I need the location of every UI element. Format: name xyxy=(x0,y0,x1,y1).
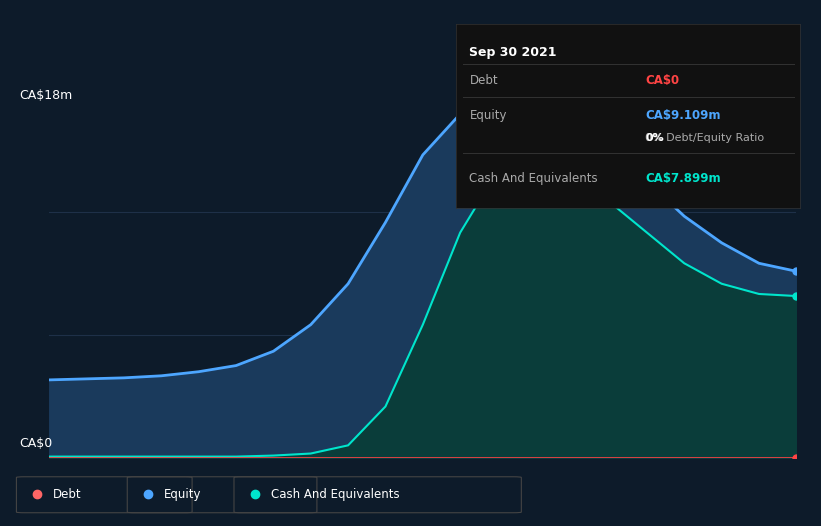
Text: CA$0: CA$0 xyxy=(645,74,680,87)
Text: Cash And Equivalents: Cash And Equivalents xyxy=(470,172,598,185)
Text: CA$7.899m: CA$7.899m xyxy=(645,172,721,185)
Text: CA$0: CA$0 xyxy=(20,437,53,450)
Text: 0% Debt/Equity Ratio: 0% Debt/Equity Ratio xyxy=(645,133,764,143)
Text: CA$18m: CA$18m xyxy=(20,89,72,103)
Text: Debt: Debt xyxy=(53,488,82,501)
Text: 2021: 2021 xyxy=(470,480,502,493)
Text: 0%: 0% xyxy=(645,133,664,143)
Text: Sep 30 2021: Sep 30 2021 xyxy=(470,46,557,59)
Text: Equity: Equity xyxy=(470,109,507,122)
Text: 2020: 2020 xyxy=(49,480,81,493)
Text: Debt: Debt xyxy=(470,74,498,87)
Text: CA$9.109m: CA$9.109m xyxy=(645,109,721,122)
Text: Equity: Equity xyxy=(164,488,202,501)
Text: Cash And Equivalents: Cash And Equivalents xyxy=(271,488,400,501)
